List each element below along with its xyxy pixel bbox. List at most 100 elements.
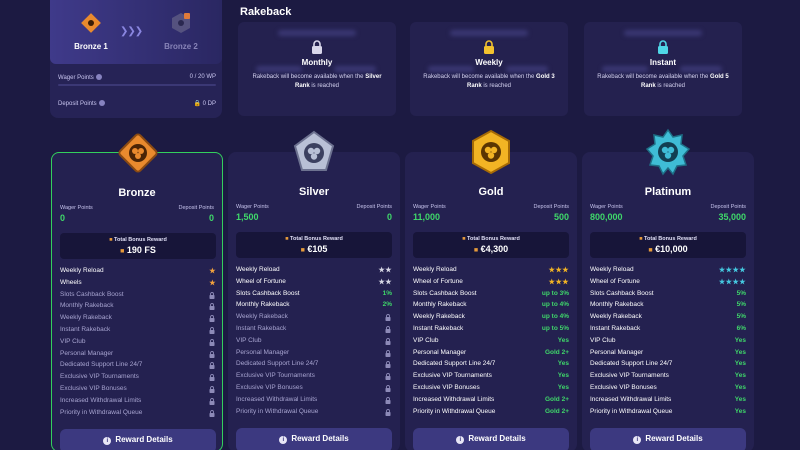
wager-points-value: 800,000 xyxy=(590,212,623,222)
perk-name: Weekly Rakeback xyxy=(590,313,642,321)
reward-details-button[interactable]: i Reward Details xyxy=(413,428,569,450)
wager-points-label: Wager Points xyxy=(590,204,623,210)
next-rank: Bronze 2 xyxy=(156,12,206,51)
perk-name: Personal Manager xyxy=(236,348,290,356)
wager-points-label: Wager Points xyxy=(236,204,269,210)
perk-row: Exclusive VIP Bonuses xyxy=(60,385,216,397)
perk-name: Instant Rakeback xyxy=(60,325,111,333)
wager-points-label: Wager Points xyxy=(60,205,93,211)
lock-icon xyxy=(385,314,391,322)
perk-name: Weekly Reload xyxy=(413,266,457,273)
lock-icon xyxy=(385,349,391,357)
perk-value: up to 3% xyxy=(541,289,569,297)
perk-row: Exclusive VIP Bonuses xyxy=(236,384,392,396)
perk-value: up to 5% xyxy=(541,324,569,332)
gift-icon: ■ xyxy=(462,236,466,242)
rakeback-name: Instant xyxy=(649,58,677,67)
gift-icon: ■ xyxy=(285,236,289,242)
rakeback-rank: Silver Rank xyxy=(294,74,382,89)
rakeback-name: Weekly xyxy=(475,58,503,67)
rakeback-card-weekly: Weekly Rakeback will become available whe… xyxy=(410,22,568,116)
bonus-label: Total Bonus Reward xyxy=(644,236,697,242)
tier-name: Silver xyxy=(299,186,329,198)
perk-name: Weekly Reload xyxy=(236,266,280,273)
star-rating: ★ xyxy=(209,279,216,287)
perk-name: Priority in Withdrawal Queue xyxy=(590,407,673,415)
deposit-points-text: 0 DP xyxy=(202,101,216,107)
perk-name: Wheel of Fortune xyxy=(590,277,640,285)
perk-list: Weekly Reload ★ Wheels ★ Slots Cashback Boos… xyxy=(60,267,216,420)
perk-name: Exclusive VIP Tournaments xyxy=(413,372,492,380)
perk-value: Yes xyxy=(734,407,746,415)
bonus-label: Total Bonus Reward xyxy=(467,236,520,242)
tier-card-platinum: Platinum Wager Points Deposit Points 800,00… xyxy=(582,128,754,450)
perk-name: Increased Withdrawal Limits xyxy=(236,395,318,403)
perk-name: Personal Manager xyxy=(413,348,467,356)
perk-name: Personal Manager xyxy=(60,349,114,357)
info-icon: i xyxy=(456,436,465,444)
bonus-label: Total Bonus Reward xyxy=(290,236,343,242)
perk-name: Monthly Rakeback xyxy=(590,301,644,309)
perk-row: Wheel of Fortune ★★★ xyxy=(413,278,569,290)
star-rating: ★★★★ xyxy=(718,267,746,274)
rakeback-description: Rakeback will become available when the … xyxy=(592,73,734,91)
reward-details-button[interactable]: i Reward Details xyxy=(590,428,746,450)
perk-name: Slots Cashback Boost xyxy=(590,289,654,297)
perk-row: Dedicated Support Line 24/7 Yes xyxy=(590,360,746,372)
perk-row: Slots Cashback Boost up to 3% xyxy=(413,290,569,302)
perk-value: Yes xyxy=(734,383,746,391)
info-icon[interactable] xyxy=(98,100,105,106)
perk-row: Increased Withdrawal Limits xyxy=(236,396,392,408)
perk-row: Weekly Reload ★★ xyxy=(236,266,392,278)
star-rating: ★★★ xyxy=(548,267,569,274)
rakeback-desc-text: Rakeback will become available when the xyxy=(597,74,709,80)
perk-row: Personal Manager xyxy=(60,350,216,362)
perk-row: Dedicated Support Line 24/7 xyxy=(236,360,392,372)
rank-track: Bronze 1 ❯❯❯ Bronze 2 xyxy=(50,0,222,64)
perk-row: Wheels ★ xyxy=(60,279,216,291)
gift-icon: ■ xyxy=(120,248,125,255)
perk-row: VIP Club Yes xyxy=(413,337,569,349)
perk-name: Exclusive VIP Bonuses xyxy=(60,384,127,392)
perk-value: Yes xyxy=(557,383,569,391)
reward-details-button[interactable]: i Reward Details xyxy=(236,428,392,450)
perk-list: Weekly Reload ★★★ Wheel of Fortune ★★★ Slots… xyxy=(413,266,569,419)
perk-value: Yes xyxy=(557,372,569,380)
perk-row: Dedicated Support Line 24/7 xyxy=(60,361,216,373)
perk-name: Monthly Rakeback xyxy=(236,301,290,309)
lock-icon xyxy=(385,337,391,345)
wager-progress-bar xyxy=(58,84,216,86)
wager-points-value: 1,500 xyxy=(236,212,259,222)
perk-row: Wheel of Fortune ★★ xyxy=(236,278,392,290)
perk-row: VIP Club xyxy=(236,337,392,349)
info-icon: i xyxy=(279,436,288,444)
perk-row: Dedicated Support Line 24/7 Yes xyxy=(413,360,569,372)
perk-row: Weekly Rakeback xyxy=(60,314,216,326)
perk-name: Increased Withdrawal Limits xyxy=(413,395,495,403)
perk-name: Slots Cashback Boost xyxy=(236,289,300,297)
chevrons-icon: ❯❯❯ xyxy=(120,26,143,37)
info-icon[interactable] xyxy=(95,74,102,80)
info-icon: i xyxy=(103,437,112,445)
perk-name: VIP Club xyxy=(590,336,616,344)
lock-icon xyxy=(385,385,391,392)
perk-name: Exclusive VIP Bonuses xyxy=(236,383,303,391)
wager-points-value: 0 / 20 WP xyxy=(189,74,216,80)
perk-row: Exclusive VIP Bonuses Yes xyxy=(590,384,746,396)
rakeback-rank: Gold 3 Rank xyxy=(466,74,555,89)
deposit-points-label: Deposit Points xyxy=(710,204,746,210)
star-rating: ★★ xyxy=(378,278,392,286)
deposit-points-label: Deposit Points xyxy=(178,205,214,211)
perk-value: 6% xyxy=(736,324,746,332)
gift-icon: ■ xyxy=(109,237,113,243)
perk-row: Weekly Rakeback xyxy=(236,313,392,325)
star-rating: ★★★★ xyxy=(718,278,746,286)
perk-row: Slots Cashback Boost 5% xyxy=(590,290,746,302)
perk-name: Wheel of Fortune xyxy=(413,277,463,285)
perk-name: Exclusive VIP Tournaments xyxy=(60,373,139,381)
perk-value: 5% xyxy=(736,313,746,321)
locked-rank-icon xyxy=(172,13,190,33)
blurred-text xyxy=(278,30,356,36)
reward-details-button[interactable]: i Reward Details xyxy=(60,429,216,450)
rakeback-rank: Gold 5 Rank xyxy=(640,74,729,89)
